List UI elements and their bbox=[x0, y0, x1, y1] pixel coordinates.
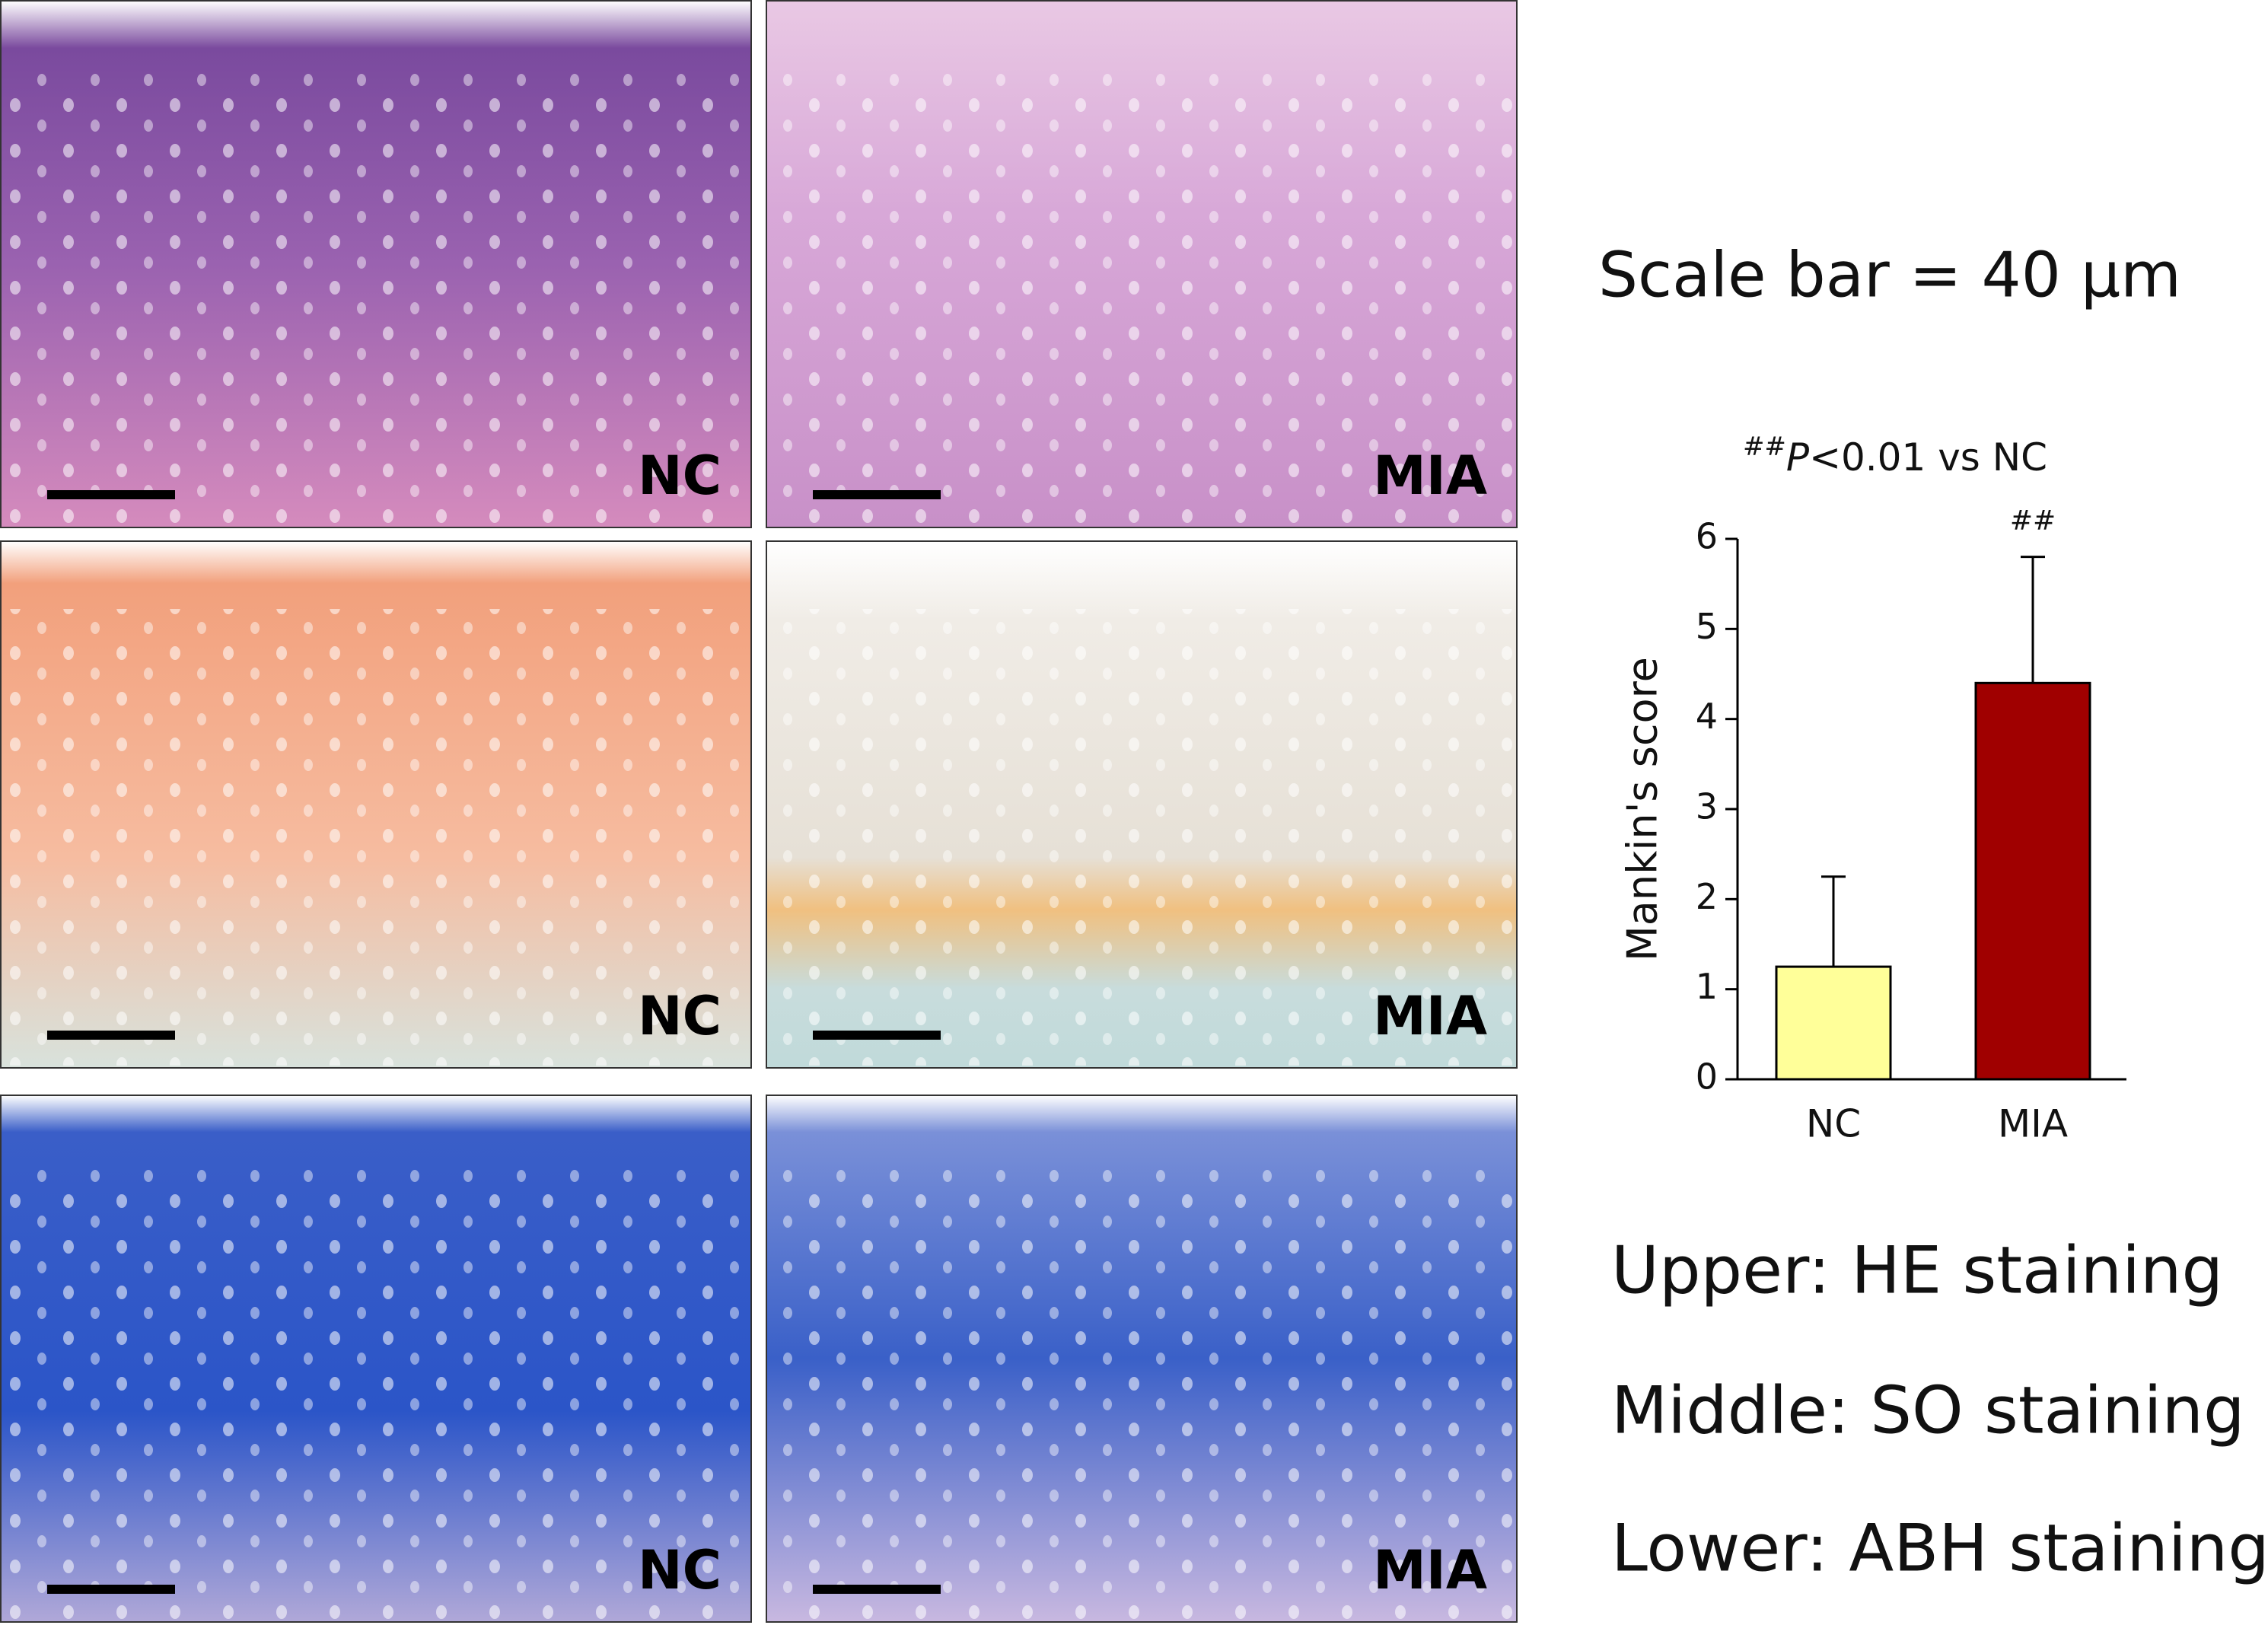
legend-text: Lower: ABH staining bbox=[1611, 1510, 2268, 1586]
panel-label: MIA bbox=[1373, 445, 1487, 507]
panel-label: NC bbox=[638, 1539, 721, 1601]
micrograph-texture bbox=[767, 69, 1516, 525]
significance-label: ## bbox=[2010, 505, 2056, 537]
micrograph-texture bbox=[2, 609, 750, 1066]
bar bbox=[1775, 965, 1892, 1081]
title-rest: <0.01 vs NC bbox=[1809, 435, 2047, 480]
chart-title: ##P<0.01 vs NC bbox=[1743, 432, 2047, 480]
panel-label: NC bbox=[638, 985, 721, 1047]
scale-note: Scale bar = 40 μm bbox=[1598, 239, 2181, 311]
panel-label: MIA bbox=[1373, 985, 1487, 1047]
title-p: P bbox=[1786, 435, 1810, 480]
x-tick-label: NC bbox=[1806, 1102, 1861, 1146]
x-tick-label: MIA bbox=[1998, 1102, 2068, 1146]
micrograph-texture bbox=[2, 69, 750, 525]
y-axis-label: Mankin's score bbox=[1619, 657, 1667, 961]
y-tick-label: 3 bbox=[1696, 786, 1718, 827]
y-tick-label: 0 bbox=[1696, 1056, 1718, 1098]
panel-label: MIA bbox=[1373, 1539, 1487, 1601]
panel-label: NC bbox=[638, 445, 721, 507]
legend-text: Middle: SO staining bbox=[1611, 1372, 2245, 1448]
y-tick-label: 1 bbox=[1696, 966, 1718, 1007]
bar bbox=[1974, 681, 2091, 1081]
micrograph-texture bbox=[767, 1163, 1516, 1620]
y-tick-label: 4 bbox=[1696, 696, 1718, 737]
title-mark: ## bbox=[1743, 432, 1786, 462]
y-tick-label: 6 bbox=[1696, 516, 1718, 557]
micrograph-texture bbox=[767, 609, 1516, 1066]
legend-text: Upper: HE staining bbox=[1611, 1232, 2223, 1308]
y-tick-label: 5 bbox=[1696, 606, 1718, 647]
micrograph-texture bbox=[2, 1163, 750, 1620]
y-tick-label: 2 bbox=[1696, 876, 1718, 917]
